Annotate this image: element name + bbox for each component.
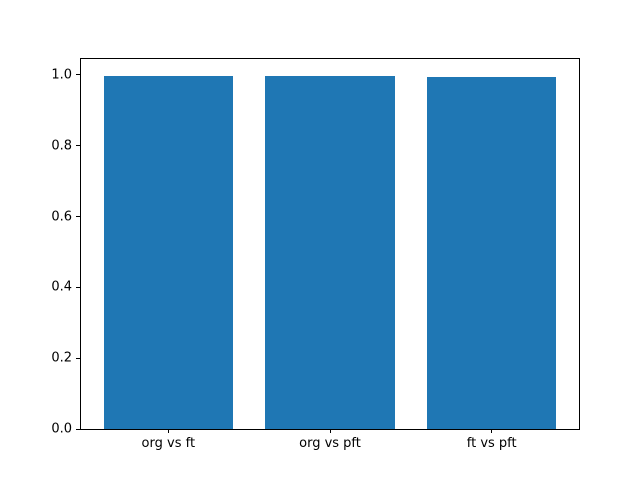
y-tick-mark	[76, 216, 80, 218]
bar-org-vs-pft	[265, 76, 395, 429]
bar-org-vs-ft	[103, 76, 233, 429]
plot-area: org vs ft org vs pft ft vs pft 0.0 0.2 0.4 0.6…	[51, 58, 580, 450]
y-tick-label: 0.6	[51, 209, 72, 225]
y-tick-label: 0.0	[51, 421, 72, 437]
x-tick-mark	[167, 429, 169, 433]
bar-ft-vs-pft	[427, 76, 557, 429]
x-tick-label: org vs ft	[141, 436, 196, 451]
y-tick-label: 1.0	[51, 67, 72, 83]
x-tick-mark	[491, 429, 493, 433]
x-tick-label: org vs pft	[299, 436, 361, 451]
x-tick-label: ft vs pft	[466, 436, 517, 451]
y-tick-mark	[76, 74, 80, 76]
y-tick-mark	[76, 145, 80, 147]
x-tick-mark	[329, 429, 331, 433]
y-tick-mark	[76, 428, 80, 430]
y-tick-mark	[76, 286, 80, 288]
y-tick-label: 0.4	[51, 279, 72, 295]
y-tick-label: 0.8	[51, 138, 72, 154]
y-tick-label: 0.2	[51, 350, 72, 366]
y-tick-mark	[76, 357, 80, 359]
